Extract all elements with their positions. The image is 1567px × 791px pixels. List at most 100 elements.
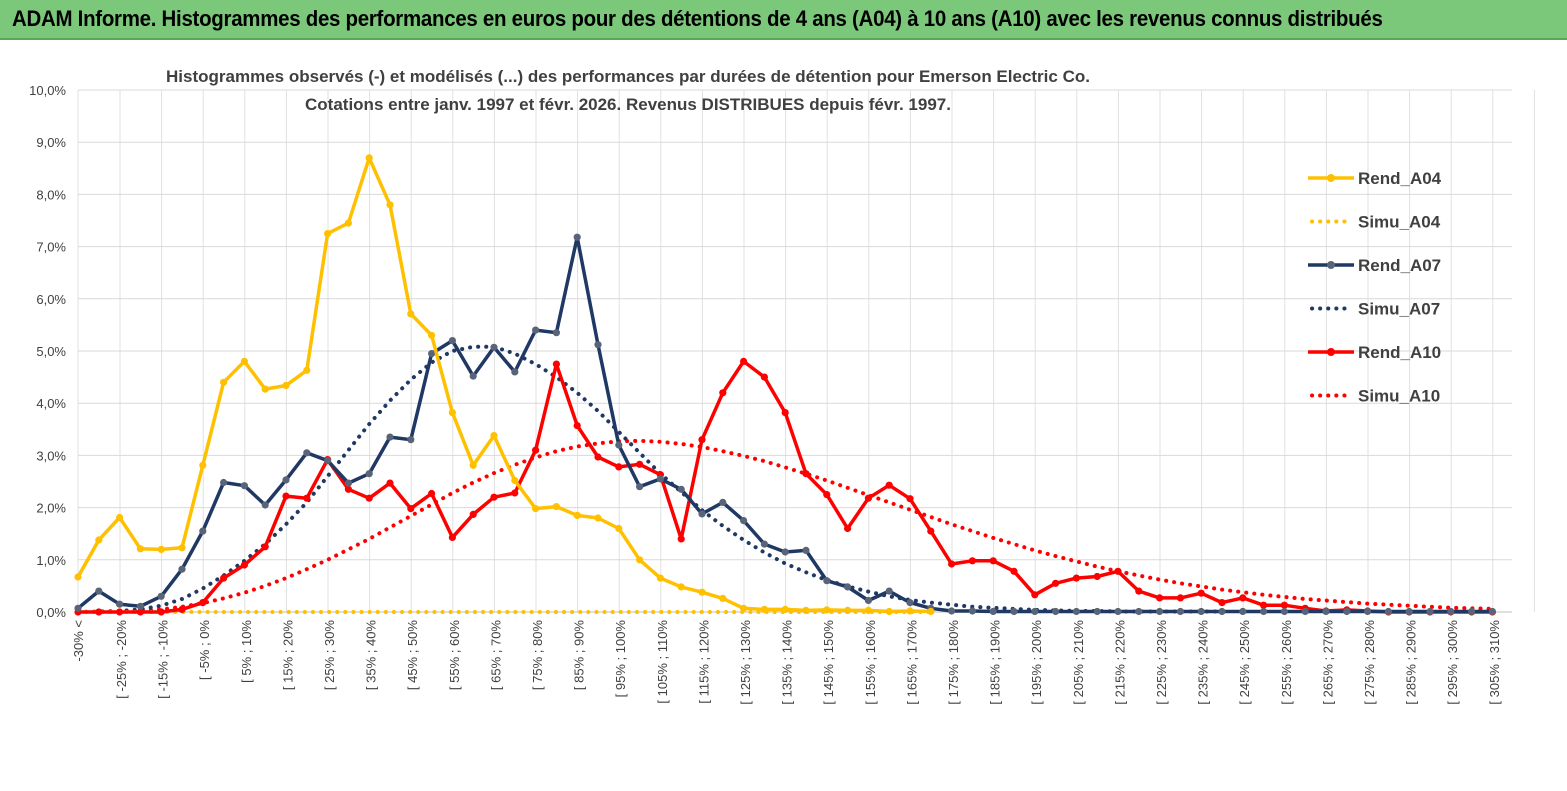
data-point — [1135, 587, 1143, 595]
y-tick-label: 6,0% — [36, 292, 66, 307]
data-point — [1114, 607, 1122, 616]
data-point — [636, 460, 644, 468]
x-tick-label: [ 195% ; 200% — [1029, 620, 1044, 705]
data-point — [303, 366, 311, 374]
data-point — [594, 453, 602, 461]
data-point — [594, 341, 602, 349]
y-tick-label: 0,0% — [36, 605, 66, 620]
y-tick-label: 2,0% — [36, 501, 66, 516]
data-point — [469, 461, 477, 469]
x-tick-label: [ 105% ; 110% — [655, 620, 670, 704]
data-point — [1239, 607, 1247, 616]
data-point — [1156, 607, 1164, 616]
data-point — [324, 230, 332, 238]
x-tick-label: [ 95% ; 100% — [613, 620, 628, 698]
data-point — [760, 605, 769, 614]
data-point — [95, 536, 103, 544]
x-tick-label: [ 85% ; 90% — [572, 620, 587, 691]
x-tick-label: [ 275% ; 280% — [1362, 620, 1377, 705]
data-point — [261, 543, 269, 551]
data-point — [365, 470, 373, 478]
x-tick-label: [ 15% ; 20% — [280, 620, 295, 691]
y-tick-label: 5,0% — [36, 344, 66, 359]
data-point — [740, 357, 748, 365]
data-point — [719, 498, 727, 506]
chart: 0,0% 1,0% 2,0% 3,0% 4,0% 5,0% 6,0% 7,0% 8,0% 9,0%… — [0, 40, 1567, 791]
data-point — [365, 494, 373, 502]
data-point — [948, 560, 956, 568]
data-point — [864, 596, 873, 605]
data-point — [157, 608, 165, 616]
legend-item: Rend_A10 — [1308, 343, 1441, 362]
data-point — [1218, 607, 1226, 616]
data-point — [511, 489, 519, 497]
data-point — [594, 514, 602, 522]
data-point — [968, 557, 977, 565]
y-tick-label: 7,0% — [36, 240, 66, 255]
legend-marker — [1327, 261, 1335, 269]
data-point — [469, 510, 477, 518]
legend-label: Rend_A04 — [1358, 169, 1442, 188]
data-point — [552, 503, 561, 511]
data-point — [324, 457, 332, 465]
x-tick-label: [ -25% ; -20% — [114, 620, 129, 699]
legend-item: Rend_A04 — [1308, 169, 1442, 188]
data-point — [1260, 607, 1268, 616]
data-point — [823, 577, 831, 585]
data-point — [885, 607, 893, 616]
data-point — [1426, 607, 1434, 616]
data-point — [781, 548, 789, 556]
x-tick-label: [ 305% ; 310% — [1487, 620, 1502, 705]
data-point — [1031, 591, 1039, 599]
data-point — [344, 219, 352, 227]
legend-label: Simu_A07 — [1358, 300, 1440, 319]
x-tick-label: [ 265% ; 270% — [1320, 620, 1335, 705]
x-tick-label: [ 125% ; 130% — [738, 620, 753, 705]
data-point — [95, 608, 103, 616]
y-tick-label: 9,0% — [36, 135, 66, 150]
data-point — [95, 587, 103, 595]
data-point — [1468, 607, 1476, 616]
data-point — [1135, 607, 1143, 616]
series-line — [76, 438, 1495, 614]
data-point — [532, 326, 540, 334]
y-tick-label: 4,0% — [36, 396, 66, 411]
data-point — [1197, 589, 1205, 597]
data-point — [490, 432, 498, 440]
data-point — [719, 594, 727, 603]
data-point — [989, 607, 997, 616]
data-point — [740, 604, 748, 612]
data-point — [1322, 607, 1330, 616]
x-tick-label: [ 235% ; 240% — [1196, 620, 1211, 705]
data-point — [844, 606, 852, 615]
data-point — [1010, 567, 1018, 575]
legend-marker — [1327, 174, 1335, 182]
data-point — [303, 449, 311, 457]
legend-label: Rend_A10 — [1358, 343, 1441, 362]
data-point — [386, 201, 394, 209]
legend-label: Rend_A07 — [1358, 256, 1441, 275]
data-point — [677, 485, 685, 493]
data-point — [968, 607, 977, 615]
x-tick-label: [ 115% ; 120% — [696, 620, 711, 704]
data-point — [220, 574, 228, 582]
data-point — [178, 544, 186, 552]
data-point — [906, 607, 914, 615]
data-point — [760, 373, 769, 381]
data-point — [573, 233, 581, 241]
data-point — [157, 592, 165, 600]
data-point — [511, 476, 519, 485]
data-point — [1405, 607, 1413, 616]
data-point — [1114, 567, 1122, 575]
legend-item: Rend_A07 — [1308, 256, 1441, 275]
data-point — [802, 546, 810, 554]
legend-item: Simu_A04 — [1310, 213, 1441, 232]
data-point — [885, 587, 893, 595]
data-point — [1384, 607, 1392, 616]
data-point — [344, 479, 352, 487]
data-point — [698, 436, 706, 444]
data-point — [1072, 574, 1080, 582]
data-point — [1239, 594, 1247, 602]
data-point — [1072, 607, 1080, 616]
data-point — [344, 485, 352, 493]
